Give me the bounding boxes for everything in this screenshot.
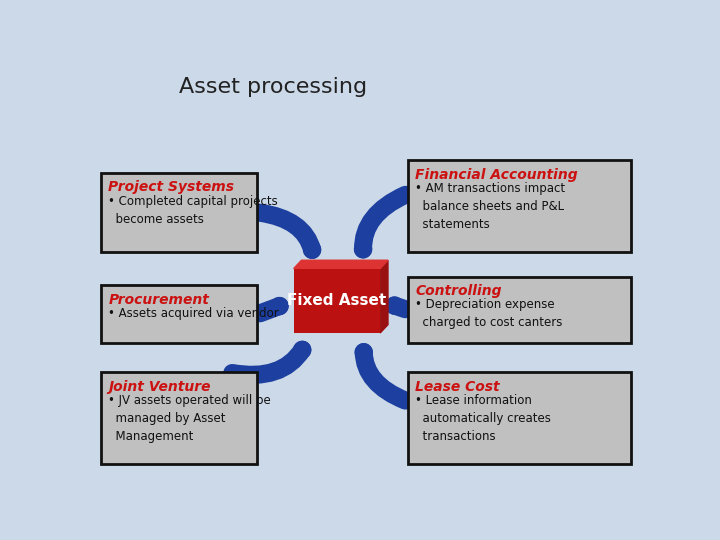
FancyBboxPatch shape [101, 285, 258, 343]
Text: • Depreciation expense
  charged to cost canters: • Depreciation expense charged to cost c… [415, 299, 563, 329]
Text: Controlling: Controlling [415, 285, 502, 298]
Text: • Completed capital projects
  become assets: • Completed capital projects become asse… [109, 194, 278, 226]
FancyBboxPatch shape [294, 268, 380, 333]
FancyBboxPatch shape [408, 160, 631, 252]
Text: Financial Accounting: Financial Accounting [415, 168, 578, 182]
FancyBboxPatch shape [101, 173, 258, 252]
Text: Asset processing: Asset processing [179, 77, 367, 97]
FancyBboxPatch shape [408, 277, 631, 343]
Text: Fixed Asset: Fixed Asset [287, 293, 387, 308]
FancyBboxPatch shape [408, 373, 631, 464]
Text: Project Systems: Project Systems [109, 180, 235, 194]
Text: Joint Venture: Joint Venture [109, 380, 211, 394]
Text: • Assets acquired via vendor: • Assets acquired via vendor [109, 307, 279, 320]
Text: Procurement: Procurement [109, 293, 210, 307]
Text: • AM transactions impact
  balance sheets and P&L
  statements: • AM transactions impact balance sheets … [415, 182, 565, 231]
Text: Lease Cost: Lease Cost [415, 380, 500, 394]
Polygon shape [294, 260, 388, 268]
Text: • JV assets operated will be
  managed by Asset
  Management: • JV assets operated will be managed by … [109, 394, 271, 443]
Text: • Lease information
  automatically creates
  transactions: • Lease information automatically create… [415, 394, 552, 443]
Polygon shape [380, 260, 388, 333]
FancyBboxPatch shape [101, 373, 258, 464]
